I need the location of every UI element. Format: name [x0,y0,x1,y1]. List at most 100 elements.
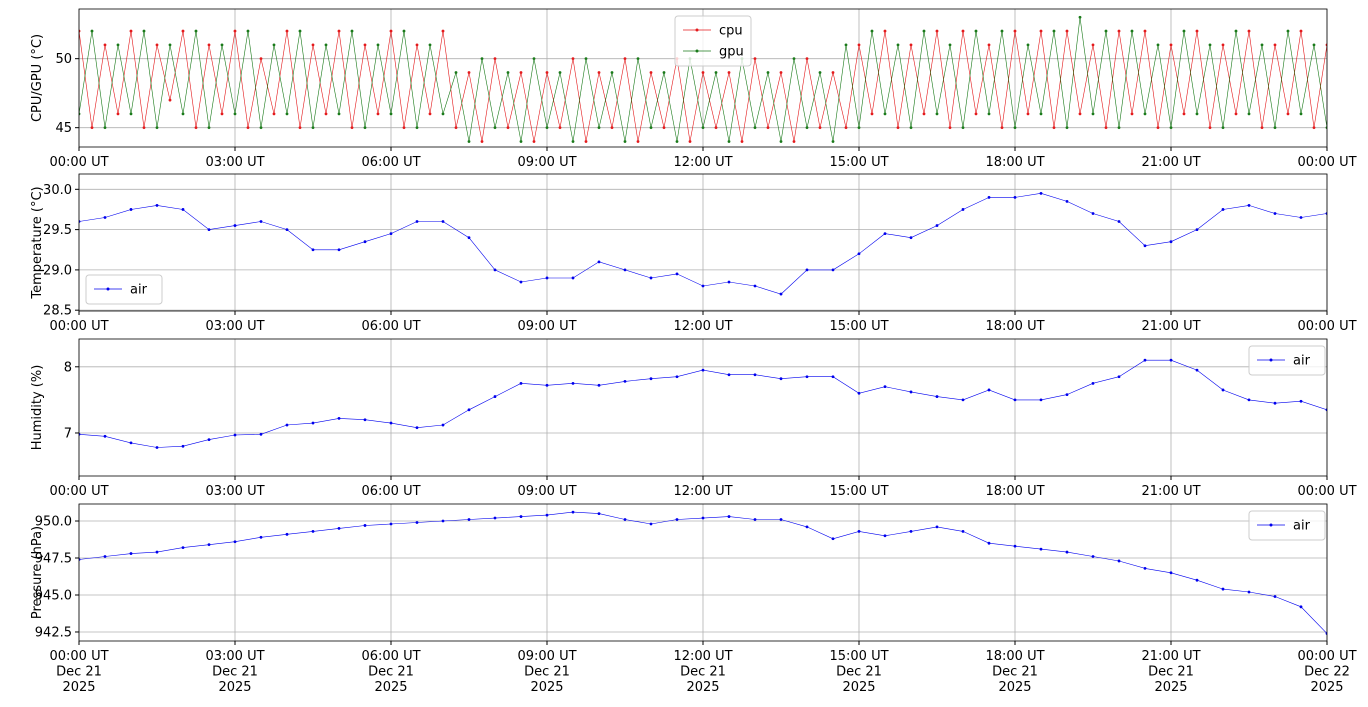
data-point [1273,126,1277,130]
data-point [259,57,263,61]
data-point [142,126,146,130]
data-point [1130,29,1134,33]
data-point [870,112,874,116]
data-point [155,204,159,207]
data-point [1052,29,1056,33]
x-tick-label: 09:00 UT [517,484,576,499]
data-point [1143,358,1147,362]
data-point [103,126,107,130]
data-point [415,126,419,130]
x-tick-label: 12:00 UT Dec 21 2025 [673,649,732,695]
data-point [480,140,484,143]
data-point [649,126,653,130]
data-point [1091,43,1095,47]
x-tick-label: 12:00 UT [673,319,732,334]
data-point [1130,112,1134,116]
data-point [701,284,705,288]
data-point [701,368,705,372]
x-tick-label: 06:00 UT [361,484,420,499]
data-point [649,522,653,526]
data-point [1182,112,1186,116]
data-point [1026,112,1030,116]
y-tick-label: 8 [64,360,72,375]
data-point [1169,571,1173,575]
data-point [233,433,237,437]
x-tick-label: 12:00 UT [673,484,732,499]
data-point [571,510,575,514]
y-tick-label: 29.5 [43,223,72,238]
data-point [1013,126,1017,130]
legend-label: air [1293,354,1311,369]
data-point [1247,29,1251,33]
x-tick-label: 00:00 UT [1297,155,1356,170]
data-point [948,43,952,47]
legend-box [674,15,752,67]
data-point [610,71,614,74]
data-point [311,421,315,425]
data-point [506,71,510,74]
data-point [727,71,731,74]
data-point [597,71,601,74]
data-point [1117,126,1121,130]
data-point [1091,555,1095,558]
x-tick-label: 00:00 UT [49,484,108,499]
data-point [1195,112,1199,116]
data-point [1273,401,1277,405]
data-point [779,292,783,296]
data-point [363,126,367,130]
data-point [142,29,146,33]
data-point [766,126,770,130]
legend-box [1248,345,1326,376]
data-point [532,57,536,61]
data-point [961,208,965,211]
data-point [948,126,952,130]
data-point [753,126,757,130]
data-point [1039,112,1043,116]
data-point [168,98,172,102]
data-point [1221,388,1225,392]
data-point [727,140,731,143]
data-point [909,390,913,394]
data-point [636,57,640,61]
legend-marker [695,49,699,53]
data-point [805,268,809,272]
data-point [155,126,159,130]
x-tick-label: 18:00 UT [985,155,1044,170]
data-point [259,126,263,130]
data-point [441,220,445,223]
data-point [181,444,185,448]
data-point [662,71,666,74]
data-point [727,280,731,284]
data-point [363,240,367,244]
x-tick-label: 06:00 UT Dec 21 2025 [361,649,420,695]
data-point [1013,544,1017,548]
data-point [207,543,211,547]
data-point [1247,590,1251,594]
data-point [883,232,887,236]
data-point [441,112,445,116]
data-point [285,532,289,536]
x-tick-label: 18:00 UT [985,319,1044,334]
legend-marker [1269,358,1273,362]
data-point [415,220,419,223]
x-tick-label: 00:00 UT [1297,319,1356,334]
data-point [1013,398,1017,402]
data-point [1000,29,1004,33]
data-point [1286,29,1290,33]
data-point [441,519,445,523]
data-point [1221,43,1225,47]
data-point [1286,112,1290,116]
data-point [1078,15,1082,19]
x-tick-label: 09:00 UT [517,319,576,334]
x-tick-label: 06:00 UT [361,319,420,334]
data-point [1013,29,1017,33]
data-point [1195,29,1199,33]
data-point [285,29,289,33]
data-point [636,140,640,143]
data-point [207,438,211,441]
data-point [857,126,861,130]
data-point [623,379,627,383]
data-point [506,126,510,130]
data-point [1065,200,1069,203]
data-point [909,529,913,533]
